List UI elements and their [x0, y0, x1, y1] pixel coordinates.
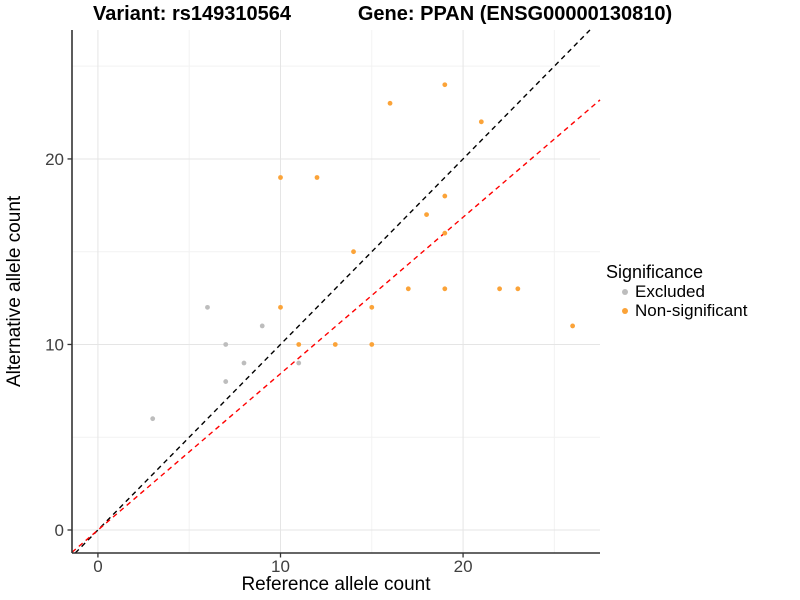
y-axis-title: Alternative allele count [4, 195, 25, 388]
data-point-non-significant [296, 342, 302, 347]
data-point-excluded [150, 416, 156, 422]
data-point-non-significant [424, 212, 429, 217]
data-point-non-significant [369, 304, 375, 310]
data-point-non-significant [387, 100, 393, 106]
data-point-non-significant [332, 342, 338, 347]
legend: Significance Excluded Non-significant [606, 262, 747, 320]
plot-title-gene: Gene: PPAN (ENSG00000130810) [357, 3, 673, 25]
data-point-excluded [223, 379, 229, 384]
data-point-non-significant [442, 82, 448, 88]
plot-title-variant: Variant: rs149310564 [93, 3, 291, 25]
data-point-excluded [205, 304, 210, 310]
legend-dot-icon [622, 289, 628, 296]
data-point-non-significant [278, 175, 283, 180]
y-tick-label: 0 [55, 521, 64, 540]
data-point-non-significant [442, 286, 448, 292]
identity-line [74, 29, 591, 554]
x-tick-label: 0 [93, 557, 102, 576]
y-tick-label: 10 [45, 335, 64, 354]
data-point-non-significant [497, 286, 502, 292]
legend-item: Non-significant [606, 300, 748, 321]
data-point-excluded [259, 323, 265, 329]
data-point-non-significant [442, 230, 448, 236]
data-point-non-significant [478, 119, 484, 125]
data-point-excluded [223, 342, 229, 347]
data-point-non-significant [442, 193, 448, 199]
legend-dot-icon [622, 307, 628, 314]
data-point-non-significant [405, 286, 411, 292]
y-tick-label: 20 [45, 150, 64, 169]
data-point-excluded [296, 360, 302, 366]
legend-title: Significance [606, 262, 704, 282]
data-point-non-significant [351, 249, 356, 255]
x-tick-label: 20 [454, 557, 473, 576]
data-point-excluded [241, 360, 247, 366]
data-point-non-significant [515, 286, 521, 292]
x-tick-label: 10 [271, 557, 290, 576]
regression-line [71, 99, 601, 553]
legend-item-label: Excluded [635, 282, 705, 301]
legend-items: Excluded Non-significant [606, 282, 748, 321]
data-point-non-significant [314, 175, 320, 180]
legend-item-label: Non-significant [635, 300, 748, 320]
x-axis-title: Reference allele count [241, 574, 431, 595]
legend-item: Excluded [606, 282, 747, 302]
data-point-non-significant [369, 342, 375, 347]
data-point-non-significant [278, 304, 283, 310]
data-point-non-significant [570, 323, 576, 329]
